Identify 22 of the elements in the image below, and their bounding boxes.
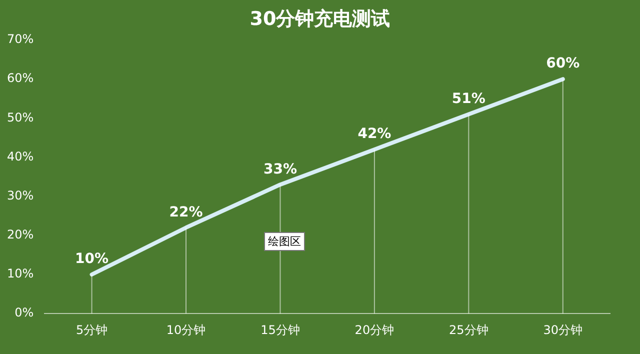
y-tick-label: 70% [7,32,34,46]
data-label: 42% [358,126,392,142]
y-tick-label: 50% [7,110,34,124]
chart-title: 30分钟充电测试 [248,7,392,32]
x-tick-label: 5分钟 [76,322,108,337]
data-label: 22% [169,204,203,220]
data-label: 10% [75,251,109,268]
x-tick-label: 30分钟 [543,322,583,337]
data-label: 60% [546,56,580,72]
y-tick-label: 10% [7,266,34,281]
x-tick-label: 20分钟 [354,322,394,337]
x-tick-label: 25分钟 [449,322,488,337]
y-tick-label: 30% [7,188,34,202]
data-label: 51% [452,90,486,107]
y-tick-label: 20% [7,228,34,242]
annotation: 绘图区 [264,232,305,251]
x-tick-label: 10分钟 [166,322,206,337]
x-tick-label: 15分钟 [260,322,300,337]
y-tick-label: 40% [7,149,34,164]
y-tick-label: 0% [14,306,34,320]
data-label: 33% [263,161,297,178]
y-tick-label: 60% [7,71,34,86]
